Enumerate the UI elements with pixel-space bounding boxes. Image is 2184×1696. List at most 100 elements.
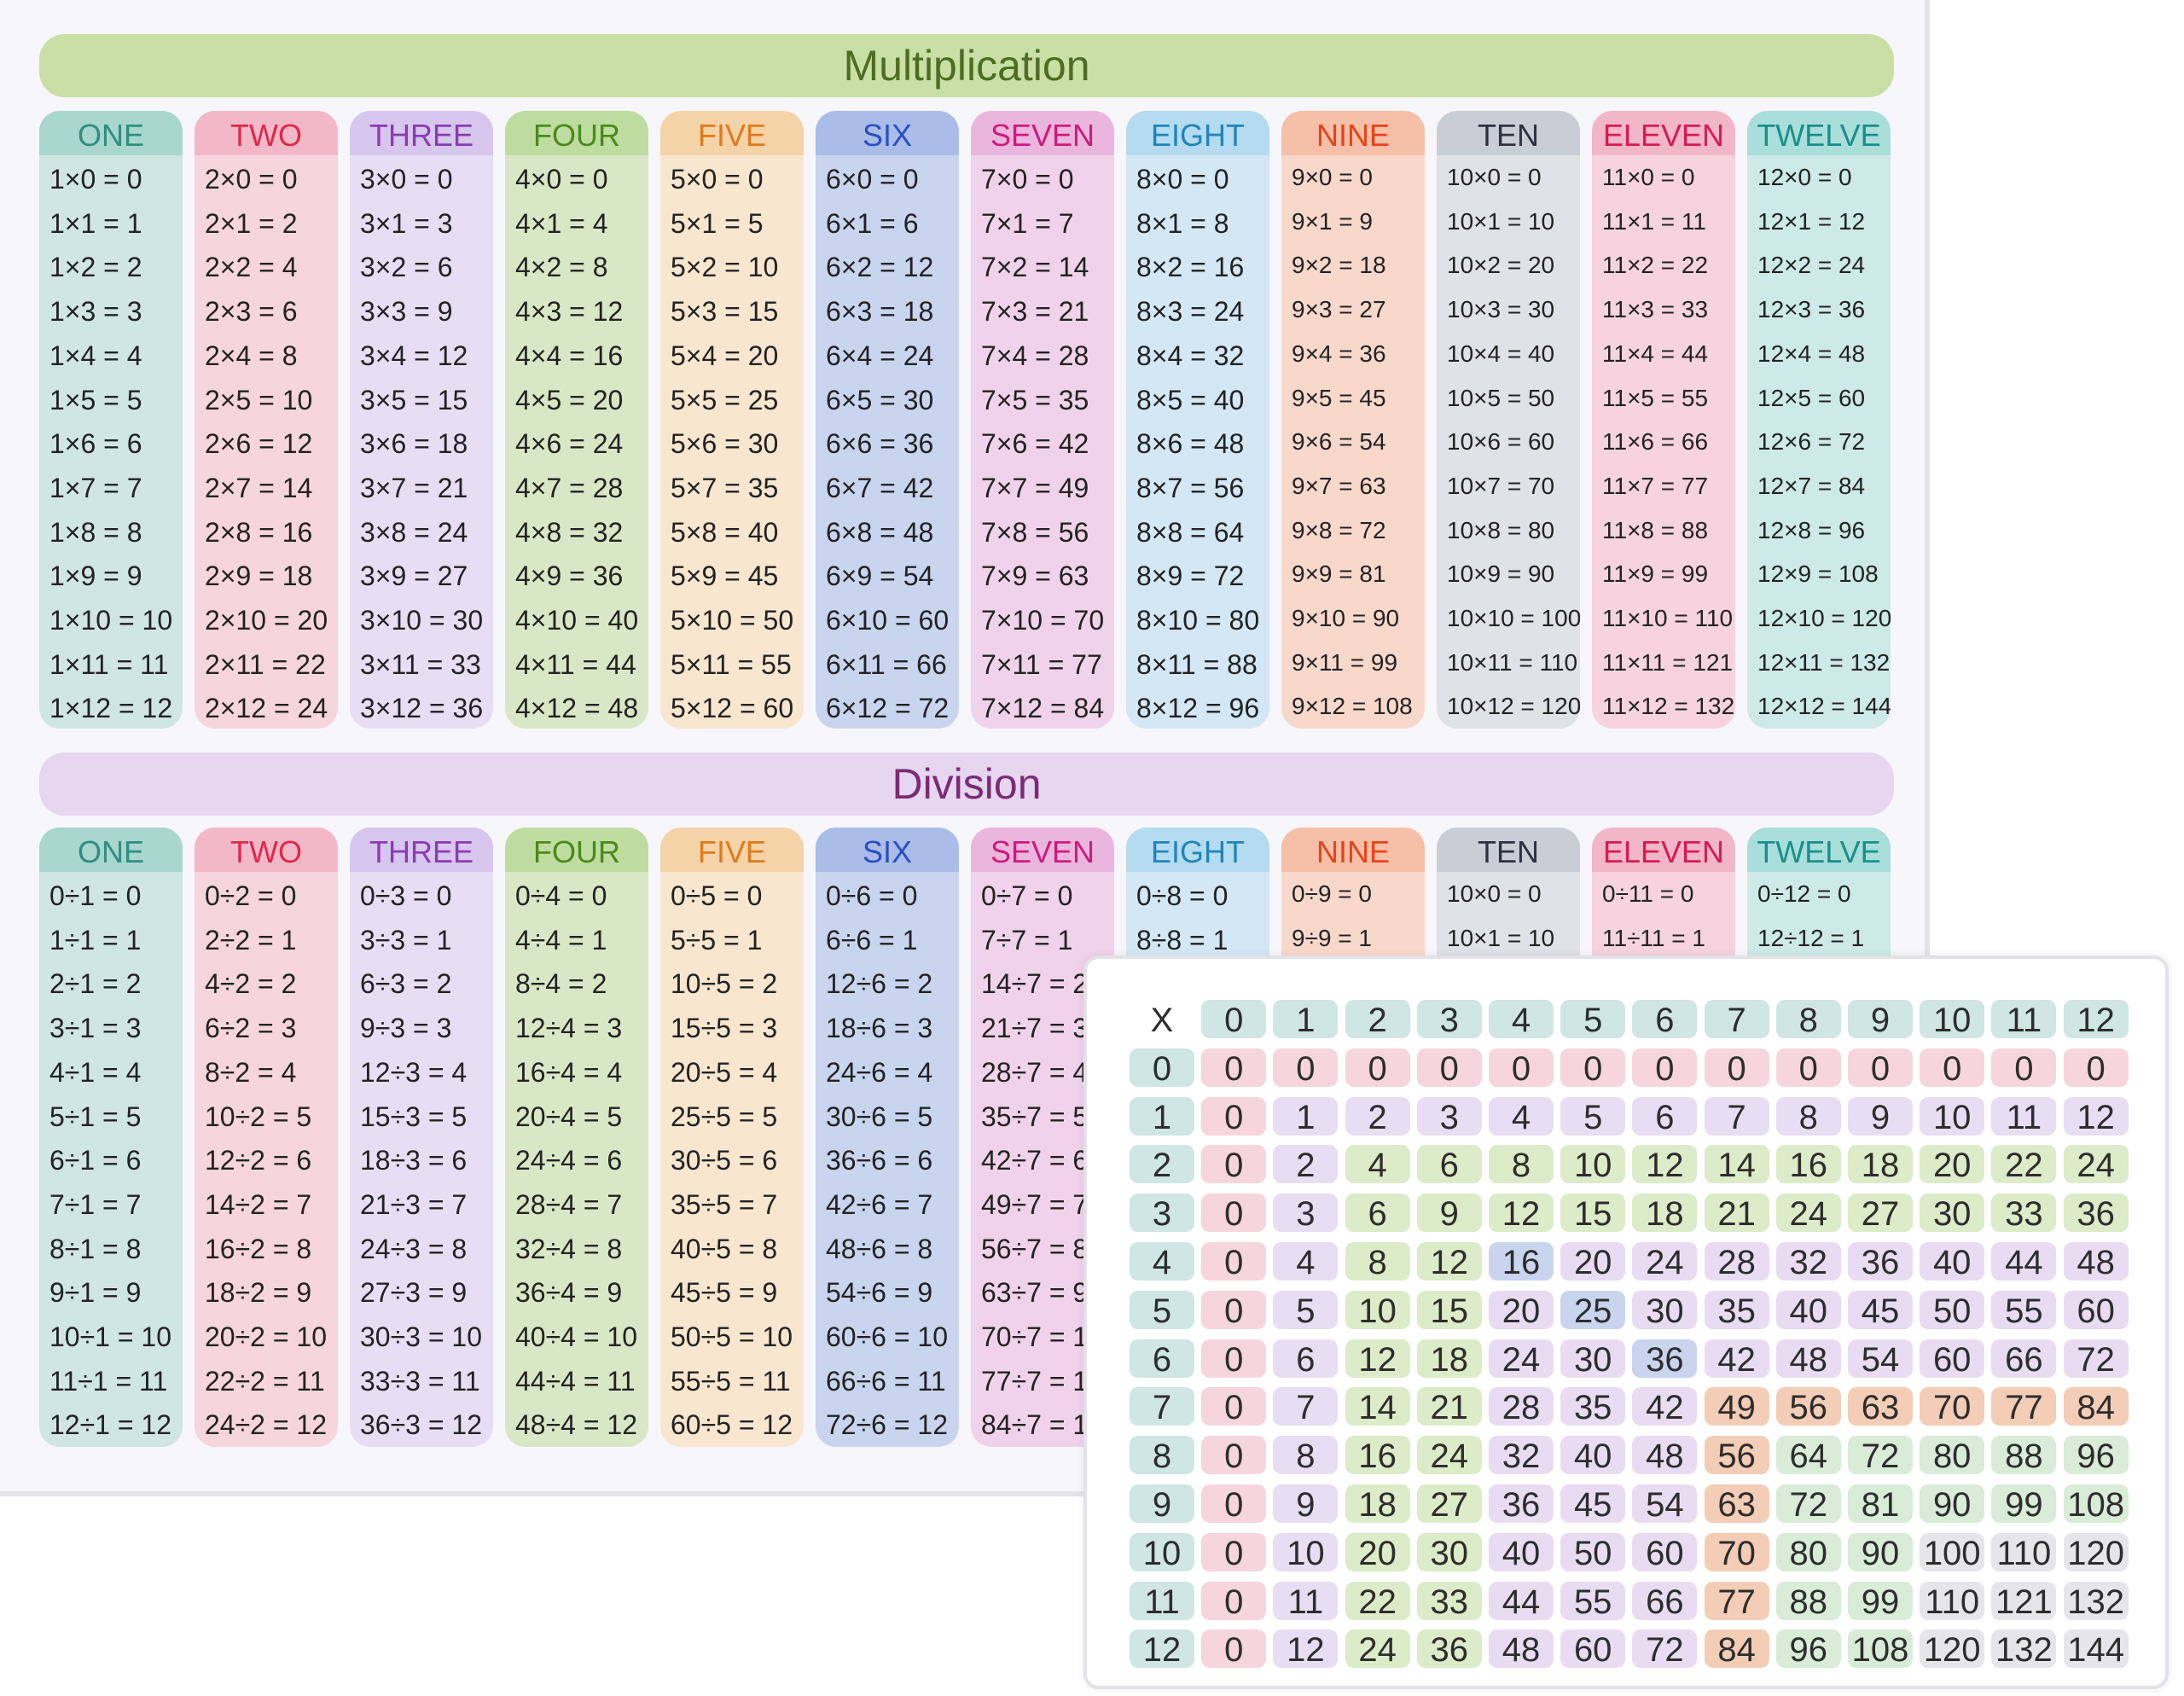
multiplication-fact: 5×10 = 50 <box>671 605 794 636</box>
division-column-label: FOUR <box>505 828 648 872</box>
division-fact: 10×0 = 0 <box>1447 880 1542 907</box>
multiplication-fact: 2×3 = 6 <box>205 296 298 328</box>
grid-product-cell: 36 <box>2063 1194 2129 1233</box>
grid-corner-label: X <box>1150 1002 1174 1039</box>
division-fact: 0÷2 = 0 <box>205 880 297 911</box>
multiplication-column-label: TWO <box>195 111 338 155</box>
multiplication-fact: 5×0 = 0 <box>671 164 764 195</box>
division-fact: 21÷3 = 7 <box>360 1188 468 1220</box>
grid-product-cell: 80 <box>1775 1532 1841 1572</box>
division-fact: 9÷3 = 3 <box>360 1013 452 1044</box>
division-fact: 0÷7 = 0 <box>981 880 1073 911</box>
multiplication-fact: 6×7 = 42 <box>826 472 934 503</box>
grid-product-cell: 6 <box>1345 1194 1410 1233</box>
multiplication-fact: 9×9 = 81 <box>1292 560 1386 588</box>
multiplication-column-three: THREE 3×0 = 0 3×1 = 3 3×2 = 6 3×3 = 9 3×4 = 1… <box>350 111 493 729</box>
multiplication-title: Multiplication <box>843 42 1090 90</box>
grid-product-cell: 45 <box>1560 1484 1626 1524</box>
division-fact: 11÷1 = 11 <box>49 1365 168 1397</box>
multiplication-fact: 2×7 = 14 <box>205 472 313 503</box>
division-fact: 12÷4 = 3 <box>515 1013 623 1044</box>
grid-product-cell: 18 <box>1848 1145 1913 1184</box>
grid-product-cell: 9 <box>1416 1194 1482 1233</box>
multiplication-column-label: TWELVE <box>1747 111 1891 155</box>
division-fact: 33÷3 = 11 <box>360 1365 480 1397</box>
multiplication-fact: 8×7 = 56 <box>1136 472 1245 503</box>
grid-product-cell: 18 <box>1632 1194 1698 1233</box>
grid-product-cell: 0 <box>1201 1096 1267 1136</box>
grid-product-cell: 1 <box>1273 1096 1339 1136</box>
grid-product-cell: 72 <box>1775 1484 1841 1524</box>
multiplication-fact: 8×5 = 40 <box>1136 384 1245 415</box>
multiplication-column-one: ONE 1×0 = 0 1×1 = 1 1×2 = 2 1×3 = 3 1×4 = 4 1×… <box>39 111 183 729</box>
grid-product-cell: 12 <box>1273 1629 1339 1669</box>
grid-product-cell: 48 <box>2063 1242 2129 1281</box>
multiplication-fact: 10×6 = 60 <box>1447 428 1555 456</box>
division-fact: 16÷4 = 4 <box>515 1056 623 1088</box>
grid-product-cell: 35 <box>1560 1387 1626 1426</box>
multiplication-fact: 9×6 = 54 <box>1292 428 1386 456</box>
grid-product-cell: 14 <box>1704 1145 1769 1184</box>
grid-product-cell: 12 <box>1489 1194 1554 1233</box>
grid-product-cell: 12 <box>2063 1096 2129 1136</box>
multiplication-fact: 5×4 = 20 <box>671 340 779 371</box>
division-fact: 20÷2 = 10 <box>205 1321 328 1352</box>
division-fact: 24÷4 = 6 <box>515 1145 623 1176</box>
division-fact: 8÷1 = 8 <box>49 1233 142 1264</box>
division-fact: 0÷1 = 0 <box>49 880 142 911</box>
multiplication-fact: 9×0 = 0 <box>1292 164 1373 190</box>
multiplication-fact: 10×12 = 120 <box>1447 693 1580 720</box>
multiplication-fact: 11×7 = 77 <box>1602 472 1709 499</box>
division-fact: 1÷1 = 1 <box>49 924 142 955</box>
multiplication-fact: 12×8 = 96 <box>1757 516 1866 543</box>
grid-product-cell: 20 <box>1560 1242 1626 1281</box>
grid-row-header: 0 <box>1130 1048 1194 1088</box>
grid-product-cell: 50 <box>1560 1532 1626 1572</box>
grid-product-cell: 56 <box>1704 1436 1769 1475</box>
multiplication-fact: 6×9 = 54 <box>826 560 934 592</box>
multiplication-fact: 11×11 = 121 <box>1602 648 1734 676</box>
grid-product-cell: 2 <box>1273 1145 1339 1184</box>
multiplication-column-seven: SEVEN 7×0 = 0 7×1 = 7 7×2 = 14 7×3 = 21 7×4 =… <box>971 111 1114 729</box>
multiplication-fact: 12×4 = 48 <box>1757 340 1866 367</box>
division-fact: 55÷5 = 11 <box>671 1365 791 1397</box>
division-fact: 10÷5 = 2 <box>671 968 778 1000</box>
grid-product-cell: 3 <box>1416 1096 1482 1136</box>
grid-row-header: 4 <box>1130 1242 1194 1281</box>
grid-product-cell: 120 <box>1920 1629 1985 1669</box>
grid-column-header: 10 <box>1920 1000 1985 1039</box>
grid-product-cell: 9 <box>1273 1484 1339 1524</box>
division-fact: 16÷2 = 8 <box>205 1233 312 1264</box>
multiplication-fact: 5×8 = 40 <box>671 516 779 548</box>
division-column-three: THREE 0÷3 = 0 3÷3 = 1 6÷3 = 2 9÷3 = 3 12÷3 = … <box>350 828 493 1447</box>
division-column-four: FOUR 0÷4 = 0 4÷4 = 1 8÷4 = 2 12÷4 = 3 16÷4 = … <box>505 828 648 1447</box>
multiplication-fact: 8×12 = 96 <box>1136 693 1260 724</box>
multiplication-fact: 11×3 = 33 <box>1602 296 1709 323</box>
grid-product-cell: 66 <box>1632 1581 1698 1621</box>
grid-row-header: 10 <box>1130 1532 1194 1572</box>
multiplication-fact: 9×2 = 18 <box>1292 252 1386 279</box>
multiplication-column-label: EIGHT <box>1126 111 1269 155</box>
grid-product-cell: 36 <box>1632 1339 1698 1379</box>
grid-product-cell: 44 <box>1489 1581 1554 1621</box>
grid-product-cell: 6 <box>1632 1096 1698 1136</box>
multiplication-fact: 7×0 = 0 <box>981 164 1074 195</box>
division-fact: 63÷7 = 9 <box>981 1277 1089 1309</box>
grid-product-cell: 110 <box>1991 1532 2057 1572</box>
multiplication-fact: 6×12 = 72 <box>826 693 950 724</box>
grid-product-cell: 4 <box>1273 1242 1339 1281</box>
times-table-chart: Multiplication ONE 1×0 = 0 1×1 = 1 1×2 = 2 1… <box>0 0 1930 1496</box>
division-fact: 42÷7 = 6 <box>981 1145 1089 1176</box>
grid-product-cell: 63 <box>1848 1387 1913 1426</box>
division-fact: 28÷7 = 4 <box>981 1056 1089 1088</box>
division-title: Division <box>892 760 1042 808</box>
grid-product-cell: 20 <box>1345 1532 1410 1572</box>
division-column-six: SIX 0÷6 = 0 6÷6 = 1 12÷6 = 2 18÷6 = 3 24÷6 = … <box>816 828 959 1447</box>
multiplication-fact: 8×3 = 24 <box>1136 296 1245 328</box>
division-fact: 22÷2 = 11 <box>205 1365 325 1397</box>
multiplication-fact: 10×0 = 0 <box>1447 164 1542 190</box>
division-fact: 11÷11 = 1 <box>1602 924 1705 951</box>
grid-product-cell: 70 <box>1704 1532 1769 1572</box>
multiplication-column-five: FIVE 5×0 = 0 5×1 = 5 5×2 = 10 5×3 = 15 5×4 = … <box>660 111 804 729</box>
multiplication-fact: 2×5 = 10 <box>205 384 313 415</box>
